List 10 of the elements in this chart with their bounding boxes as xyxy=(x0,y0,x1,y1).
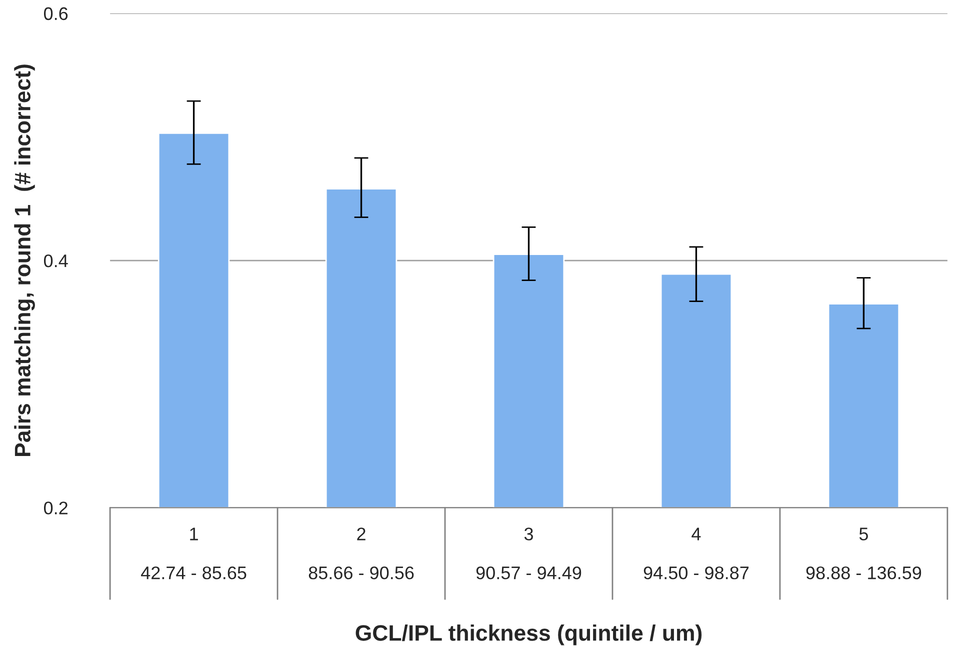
category-label: 2 85.66 - 90.56 xyxy=(308,528,414,580)
y-tick-label: 0.6 xyxy=(44,7,68,20)
x-axis-title: GCL/IPL thickness (quintile / um) xyxy=(356,624,702,646)
category-label: 5 98.88 - 136.59 xyxy=(806,528,922,580)
y-tick-label: 0.4 xyxy=(44,254,68,268)
y-axis-title: Pairs matching, round 1 (# incorrect) xyxy=(14,64,35,456)
category-label: 3 90.57 - 94.49 xyxy=(476,528,582,580)
category-label: 1 42.74 - 85.65 xyxy=(141,528,246,580)
category-label: 4 94.50 - 98.87 xyxy=(644,528,749,580)
y-tick-label: 0.2 xyxy=(44,502,68,514)
